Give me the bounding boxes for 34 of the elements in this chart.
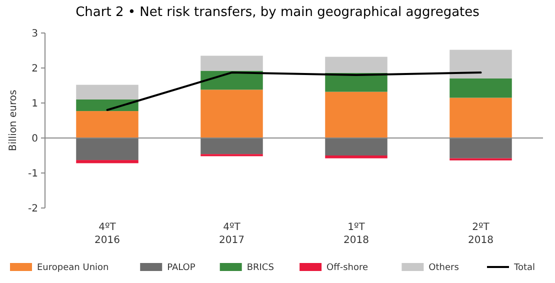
y-axis-title: Billion euros bbox=[8, 90, 19, 152]
y-tick-label: 1 bbox=[32, 98, 38, 110]
legend-label: PALOP bbox=[167, 263, 196, 274]
legend-label: Others bbox=[428, 263, 460, 274]
x-tick-label: 4ºT 2016 bbox=[94, 222, 120, 246]
bar bbox=[76, 100, 138, 112]
bar bbox=[76, 84, 138, 100]
chart-title: Chart 2 • Net risk transfers, by main geographical aggregates bbox=[76, 5, 480, 20]
legend-label: BRICS bbox=[246, 263, 274, 274]
bar bbox=[76, 138, 138, 160]
bar bbox=[325, 138, 388, 156]
y-tick-label: 2 bbox=[32, 64, 38, 74]
x-tick-label: 1ºT 2018 bbox=[344, 222, 369, 246]
bar bbox=[200, 138, 263, 154]
y-tick-label: 3 bbox=[32, 28, 38, 40]
y-tick-label: -1 bbox=[28, 168, 38, 180]
bar bbox=[200, 90, 263, 138]
bar bbox=[76, 111, 138, 138]
bar bbox=[450, 78, 512, 98]
bar bbox=[450, 98, 512, 138]
legend-label: Total bbox=[513, 263, 536, 274]
bar bbox=[200, 56, 263, 71]
bar bbox=[76, 160, 138, 164]
x-tick-label: 2ºT 2018 bbox=[468, 222, 494, 246]
bar bbox=[325, 92, 388, 138]
bar bbox=[450, 50, 512, 78]
bar bbox=[325, 56, 388, 73]
legend-label: European Union bbox=[37, 263, 109, 274]
y-tick-label: -2 bbox=[28, 204, 38, 214]
bar bbox=[450, 138, 512, 158]
bar bbox=[325, 156, 388, 158]
y-tick-label: 0 bbox=[32, 134, 38, 144]
x-tick-label: 4ºT 2017 bbox=[219, 222, 244, 246]
legend-label: Off-shore bbox=[326, 263, 368, 274]
